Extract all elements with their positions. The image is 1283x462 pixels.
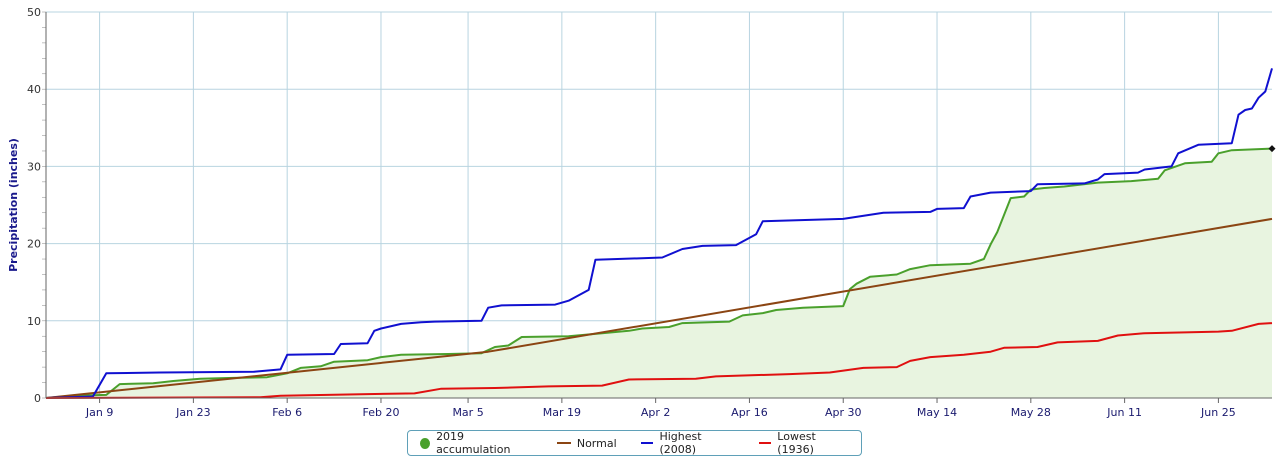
series-line-0	[45, 147, 1273, 399]
legend-item-1[interactable]: Normal	[545, 437, 629, 450]
legend-label: 2019 accumulation	[436, 430, 511, 456]
legend-item-2[interactable]: Highest (2008)	[629, 430, 747, 456]
x-tick-label: Mar 19	[543, 406, 581, 419]
series-line-3	[45, 322, 1273, 399]
y-axis-label: Precipitation (inches)	[7, 138, 20, 272]
y-tick-label: 30	[27, 160, 41, 173]
legend-line-icon	[758, 442, 772, 444]
y-tick-label: 40	[27, 83, 41, 96]
x-tick-label: May 14	[917, 406, 957, 419]
x-tick-label: Jan 9	[85, 406, 113, 419]
x-tick-label: Feb 6	[272, 406, 302, 419]
x-tick-label: Apr 2	[641, 406, 671, 419]
y-tick-label: 0	[34, 392, 41, 405]
legend-dot-icon	[420, 437, 431, 449]
series-area-0	[46, 148, 1272, 398]
legend-line-icon	[640, 442, 654, 444]
y-tick-label: 50	[27, 6, 41, 19]
legend-label: Normal	[576, 436, 617, 450]
x-tick-label: Apr 16	[731, 406, 768, 419]
series-fills	[46, 148, 1272, 398]
y-tick-label: 20	[27, 238, 41, 251]
series-line-1	[45, 217, 1273, 399]
x-tick-label: Feb 20	[362, 406, 399, 419]
legend-line-icon	[556, 442, 571, 444]
end-point-marker	[1268, 145, 1276, 153]
legend-label: Highest (2008)	[659, 430, 702, 456]
x-tick-label: May 28	[1011, 406, 1051, 419]
x-tick-label: Jun 25	[1200, 406, 1236, 419]
x-tick-label: Jan 23	[175, 406, 210, 419]
legend-label: Lowest (1936)	[777, 430, 816, 456]
legend-item-3[interactable]: Lowest (1936)	[747, 430, 862, 456]
y-tick-label: 10	[27, 315, 41, 328]
chart-legend: 2019 accumulation Normal Highest (2008) Low…	[407, 430, 862, 456]
series-line-2	[45, 68, 1273, 399]
chart-axes: 0 10 20 30 40 50 Jan 9 Jan 23 Feb 6 Feb 20 Mar 5 Ma…	[27, 6, 1272, 419]
x-tick-label: Apr 30	[825, 406, 862, 419]
series-lines	[45, 68, 1276, 399]
x-tick-label: Mar 5	[452, 406, 483, 419]
precipitation-chart: 0 10 20 30 40 50 Jan 9 Jan 23 Feb 6 Feb 20 Mar 5 Ma…	[7, 6, 1276, 419]
x-tick-label: Jun 11	[1106, 406, 1142, 419]
legend-item-0[interactable]: 2019 accumulation	[408, 430, 545, 456]
